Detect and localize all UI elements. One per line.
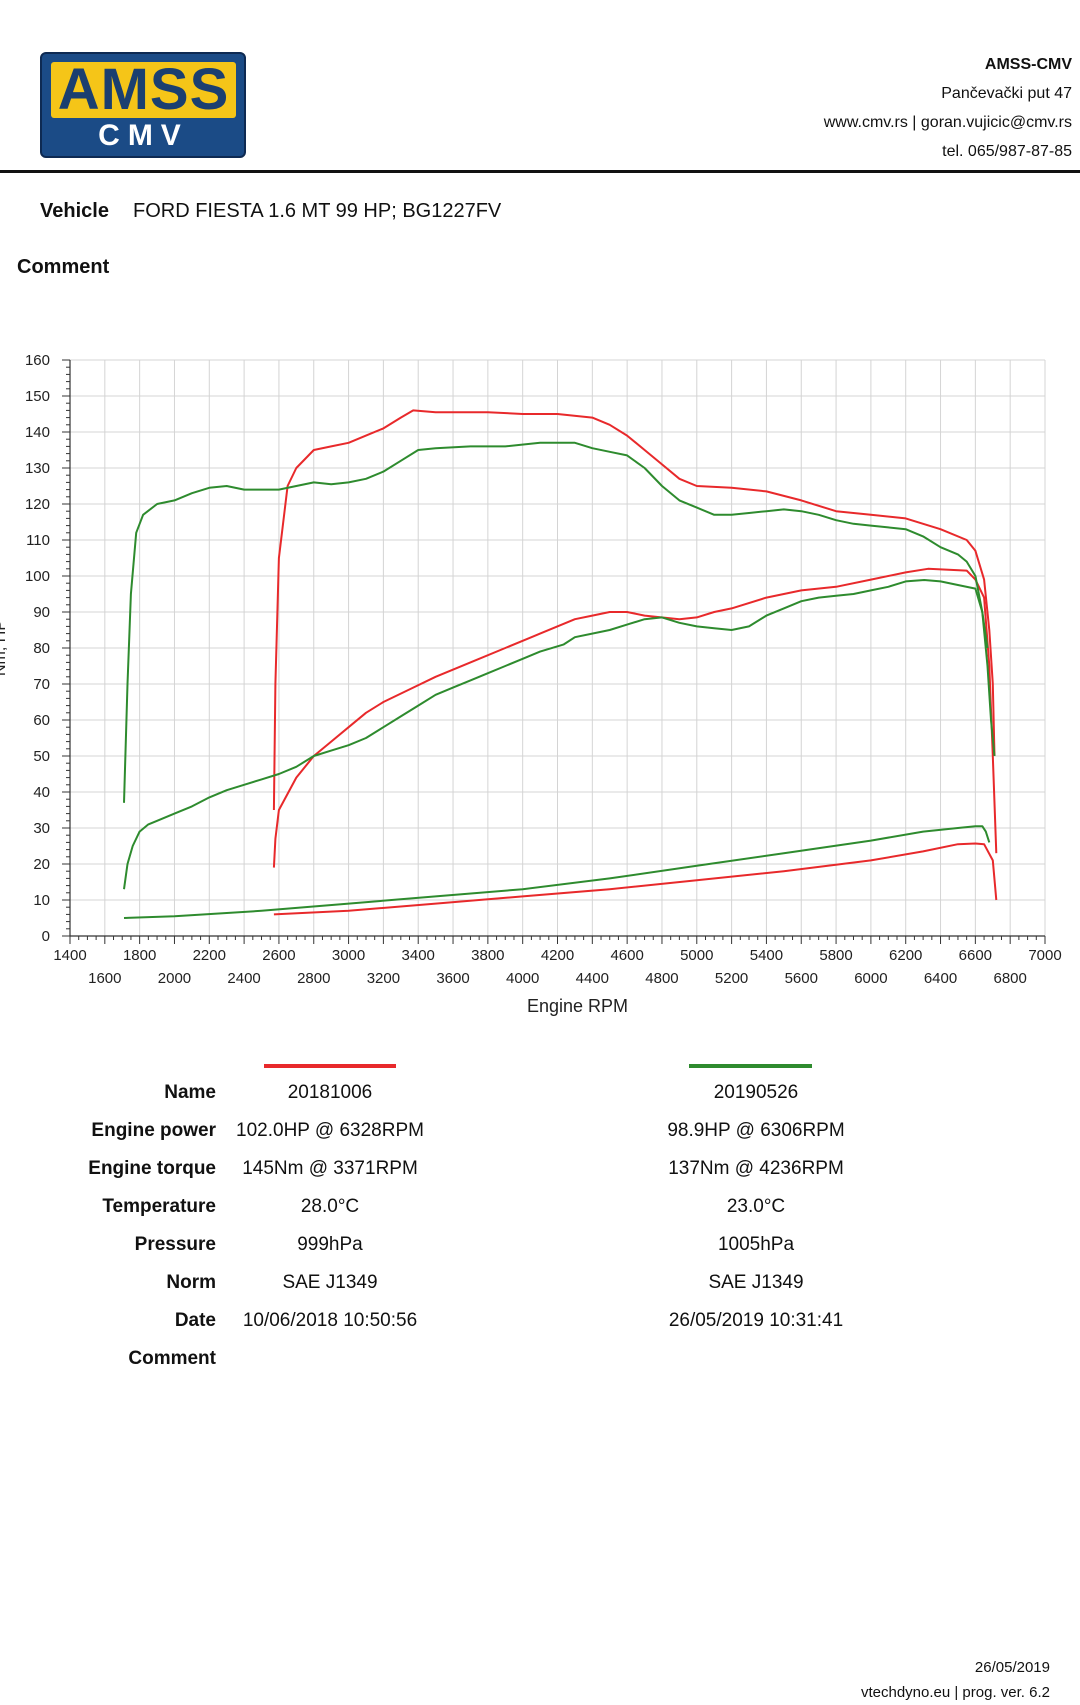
x-tick-label: 5200	[715, 970, 748, 987]
x-tick-label: 1400	[53, 947, 86, 964]
x-tick-label: 2200	[193, 947, 226, 964]
x-tick-label: 6400	[924, 970, 957, 987]
x-tick-label: 5800	[819, 947, 852, 964]
x-tick-label: 5600	[785, 970, 818, 987]
logo-bottom-text: CMV	[98, 119, 189, 152]
y-tick-label: 10	[33, 892, 50, 909]
label-engine-power: Engine power	[91, 1120, 216, 1141]
run2-name: 20190526	[713, 1082, 799, 1103]
run2-torque: 137Nm @ 4236RPM	[668, 1158, 844, 1179]
y-axis-title: Nm, HP	[0, 620, 9, 676]
x-tick-label: 7000	[1028, 947, 1061, 964]
y-tick-label: 150	[25, 388, 50, 405]
x-tick-label: 5400	[750, 947, 783, 964]
y-tick-label: 100	[25, 568, 50, 585]
x-tick-label: 4200	[541, 947, 574, 964]
legend-line-run1	[264, 1064, 396, 1068]
y-tick-label: 70	[33, 676, 50, 693]
x-tick-label: 4600	[610, 947, 643, 964]
dyno-chart: 0 10 20 30 40 50 60 70 80 90 100 110 120 130 140 150 160…	[0, 352, 1062, 1016]
logo-top-text: AMSS	[51, 61, 236, 119]
y-tick-label: 50	[33, 748, 50, 765]
run1-norm: SAE J1349	[282, 1272, 378, 1293]
y-tick-label: 80	[33, 640, 50, 657]
x-tick-label: 4000	[506, 970, 539, 987]
run1-pressure: 999hPa	[297, 1234, 363, 1255]
y-tick-label: 120	[25, 496, 50, 513]
x-tick-label: 2600	[262, 947, 295, 964]
run1-power: 102.0HP @ 6328RPM	[236, 1120, 424, 1141]
series-line-20190526-5	[123, 825, 991, 919]
label-comment: Comment	[128, 1348, 216, 1369]
x-tick-label: 1600	[88, 970, 121, 987]
y-tick-label: 130	[25, 460, 50, 477]
series-line-20190526-3	[123, 441, 996, 803]
x-axis-title: Engine RPM	[527, 996, 628, 1016]
x-tick-label: 4400	[576, 970, 609, 987]
x-tick-label: 5000	[680, 947, 713, 964]
x-tick-label: 3400	[402, 947, 435, 964]
run1-torque: 145Nm @ 3371RPM	[242, 1158, 418, 1179]
label-norm: Norm	[166, 1272, 216, 1293]
x-tick-label: 2000	[158, 970, 191, 987]
series-line-20190526-4	[123, 579, 989, 890]
y-tick-label: 20	[33, 856, 50, 873]
run2-temperature: 23.0°C	[726, 1196, 786, 1217]
y-tick-label: 0	[42, 928, 50, 945]
footer: 26/05/2019 vtechdyno.eu | prog. ver. 6.2	[861, 1655, 1050, 1705]
y-tick-label: 110	[26, 532, 50, 549]
x-tick-label: 3000	[332, 947, 365, 964]
company-web-email: www.cmv.rs | goran.vujicic@cmv.rs	[823, 114, 1072, 131]
x-tick-label: 6200	[889, 947, 922, 964]
x-tick-label: 6600	[959, 947, 992, 964]
label-date: Date	[174, 1310, 216, 1331]
run2-norm: SAE J1349	[708, 1272, 804, 1293]
x-tick-label: 3800	[471, 947, 504, 964]
label-temperature: Temperature	[102, 1196, 216, 1217]
series-line-20181006-0	[272, 409, 996, 811]
run2-pressure: 1005hPa	[717, 1234, 795, 1255]
series-line-20181006-2	[273, 842, 998, 916]
x-tick-label: 6000	[854, 970, 887, 987]
footer-date: 26/05/2019	[974, 1659, 1050, 1676]
x-tick-label: 4800	[645, 970, 678, 987]
x-tick-label: 2800	[297, 970, 330, 987]
y-tick-label: 90	[33, 604, 50, 621]
legend-line-run2	[689, 1064, 812, 1068]
company-info: AMSS-CMV Pančevački put 47 www.cmv.rs | …	[824, 50, 1072, 166]
y-tick-label: 160	[25, 352, 50, 369]
label-engine-torque: Engine torque	[88, 1158, 216, 1179]
company-address: Pančevački put 47	[941, 85, 1072, 102]
run2-date: 26/05/2019 10:31:41	[668, 1310, 844, 1331]
x-tick-label: 2400	[227, 970, 260, 987]
company-logo: AMSS CMV	[40, 52, 246, 158]
x-tick-label: 6800	[993, 970, 1026, 987]
run1-date: 10/06/2018 10:50:56	[242, 1310, 418, 1331]
run2-power: 98.9HP @ 6306RPM	[667, 1120, 845, 1141]
x-tick-label: 1800	[123, 947, 156, 964]
label-name: Name	[164, 1082, 216, 1103]
company-phone: tel. 065/987-87-85	[942, 143, 1072, 160]
vehicle-value: FORD FIESTA 1.6 MT 99 HP; BG1227FV	[133, 200, 502, 222]
y-tick-label: 140	[25, 424, 50, 441]
company-name: AMSS-CMV	[984, 56, 1072, 73]
x-tick-label: 3200	[367, 970, 400, 987]
label-pressure: Pressure	[134, 1234, 216, 1255]
series-line-20181006-1	[272, 567, 998, 868]
y-tick-label: 40	[33, 784, 50, 801]
run1-temperature: 28.0°C	[300, 1196, 360, 1217]
run1-name: 20181006	[287, 1082, 373, 1103]
vehicle-label: Vehicle	[40, 200, 109, 222]
y-tick-label: 60	[33, 712, 50, 729]
y-tick-label: 30	[33, 820, 50, 837]
x-tick-label: 3600	[436, 970, 469, 987]
header-divider	[0, 170, 1080, 173]
comment-label: Comment	[17, 256, 110, 278]
